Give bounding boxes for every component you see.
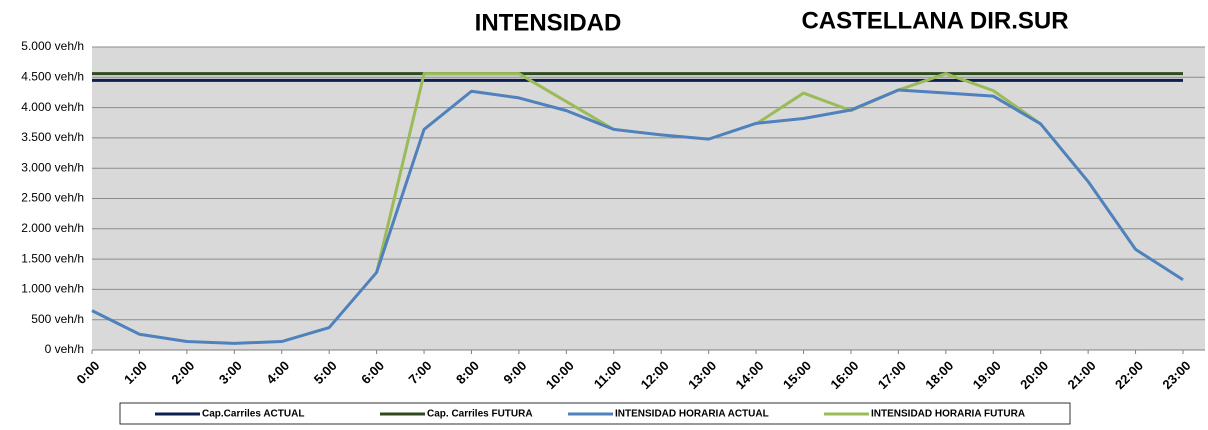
y-tick-label: 1.500 veh/h: [21, 251, 84, 265]
chart-subtitle: CASTELLANA DIR.SUR: [801, 7, 1068, 34]
x-tick-label: 11:00: [591, 358, 625, 392]
legend-label: INTENSIDAD HORARIA ACTUAL: [615, 409, 769, 420]
x-tick-label: 15:00: [780, 358, 814, 392]
y-tick-label: 500 veh/h: [31, 312, 84, 326]
legend-label: INTENSIDAD HORARIA FUTURA: [871, 409, 1025, 420]
series-line: [91, 88, 1184, 345]
x-tick-label: 20:00: [1017, 358, 1051, 392]
x-tick-label: 21:00: [1065, 358, 1099, 392]
x-tick-label: 10:00: [543, 358, 577, 392]
x-tick-label: 6:00: [358, 358, 387, 387]
x-tick-label: 7:00: [406, 358, 435, 387]
x-tick-label: 2:00: [168, 358, 197, 387]
x-tick-label: 9:00: [500, 358, 529, 387]
x-tick-label: 1:00: [121, 358, 150, 387]
y-tick-label: 4.500 veh/h: [21, 69, 84, 83]
x-tick-label: 8:00: [453, 358, 482, 387]
x-tick-label: 18:00: [922, 358, 956, 392]
legend-label: Cap.Carriles ACTUAL: [202, 409, 304, 420]
x-tick-label: 16:00: [827, 358, 861, 392]
x-tick-label: 12:00: [638, 358, 672, 392]
y-tick-label: 2.500 veh/h: [21, 191, 84, 205]
y-tick-label: 0 veh/h: [45, 342, 84, 356]
x-tick-label: 23:00: [1159, 358, 1193, 392]
x-tick-label: 22:00: [1112, 358, 1146, 392]
x-tick-label: 4:00: [263, 358, 292, 387]
y-tick-label: 3.000 veh/h: [21, 160, 84, 174]
chart-title: INTENSIDAD: [475, 9, 622, 36]
x-tick-label: 19:00: [970, 358, 1004, 392]
y-tick-label: 2.000 veh/h: [21, 221, 84, 235]
x-tick-label: 13:00: [685, 358, 719, 392]
y-tick-label: 1.000 veh/h: [21, 282, 84, 296]
x-tick-label: 5:00: [311, 358, 340, 387]
y-tick-label: 3.500 veh/h: [21, 130, 84, 144]
x-tick-label: 0:00: [74, 358, 103, 387]
x-tick-label: 14:00: [733, 358, 767, 392]
y-tick-label: 5.000 veh/h: [21, 39, 84, 53]
x-tick-label: 3:00: [216, 358, 245, 387]
legend-label: Cap. Carriles FUTURA: [427, 409, 533, 420]
x-tick-label: 17:00: [875, 358, 909, 392]
y-tick-label: 4.000 veh/h: [21, 100, 84, 114]
